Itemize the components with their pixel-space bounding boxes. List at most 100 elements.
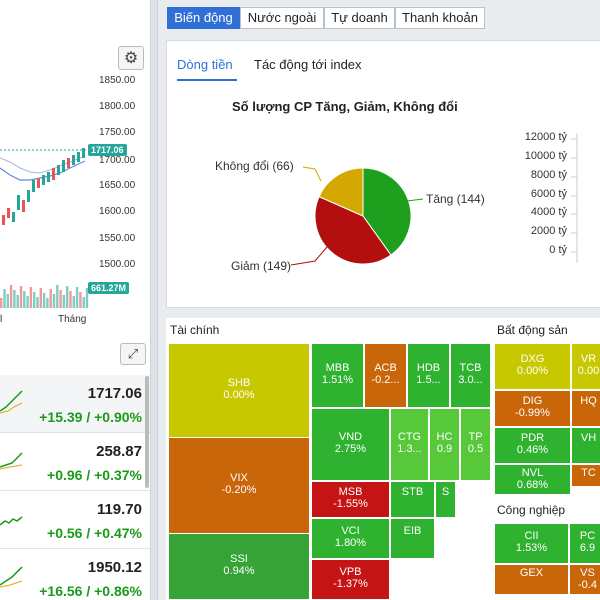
treemap-tile[interactable]: SSI 0.94% [169,534,310,600]
candle [47,172,50,182]
y-tick-label: 1750.00 [99,127,136,138]
bar-axis-ticks [571,133,578,263]
tile-ticker: NVL [521,467,544,479]
breadth-pie-chart[interactable] [167,41,497,309]
tile-ticker: MSB [338,486,363,498]
candle [37,178,40,188]
tile-ticker: CII [524,530,539,542]
index-row[interactable]: 119.70 +0.56 / +0.47% [0,491,150,549]
sparkline-icon [0,452,23,470]
index-value: 1717.06 [87,385,142,402]
treemap-tile[interactable]: S [436,482,456,518]
treemap-tile[interactable]: TCB 3.0... [451,344,491,408]
treemap-tile[interactable]: STB [391,482,435,518]
treemap-tile[interactable]: CII 1.53% [495,524,569,564]
y-tick-label: 1600.00 [99,206,136,217]
candle [2,215,5,225]
index-value: 1950.12 [87,559,142,576]
treemap-tile[interactable]: VIX -0.20% [169,438,310,534]
tile-change: -1.37% [333,578,368,590]
volume-bar [82,297,85,308]
treemap-tile[interactable]: VS -0.4 [570,565,600,595]
volume-bar [79,292,82,308]
tab-nuoc-ngoai[interactable]: Nước ngoài [240,7,324,29]
treemap-tile[interactable]: VH [572,428,600,464]
candle [52,168,55,180]
volume-bar [66,286,69,308]
tile-change: 2.75% [334,443,367,455]
tile-ticker: CTG [397,431,422,443]
index-candlestick-chart[interactable] [0,40,150,340]
volume-bar [52,294,56,308]
y-axis-label: 6000 tỷ [530,188,567,200]
treemap-tile[interactable]: VPB -1.37% [312,560,390,600]
tile-ticker: SHB [227,377,251,389]
volume-bar [6,294,9,308]
moving-average-line [0,155,86,174]
treemap-tile[interactable]: PDR 0.46% [495,428,571,464]
treemap-tile[interactable]: HDB 1.5... [408,344,450,408]
tile-change: -0.99% [515,407,550,419]
volume-bar [42,293,46,308]
tab-thanh-khoan[interactable]: Thanh khoản [395,7,485,29]
treemap-tile[interactable]: SHB 0.00% [169,344,310,438]
index-row[interactable]: 1717.06 +15.39 / +0.90% [0,375,150,433]
tile-ticker: VR [580,353,597,365]
treemap-tile[interactable]: GEX [495,565,569,595]
index-row[interactable]: 258.87 +0.96 / +0.37% [0,433,150,491]
treemap-tile[interactable]: CTG 1.3... [391,409,429,481]
tile-ticker: SSI [230,553,248,565]
volume-bar [16,295,19,308]
sector-label: Bất động sản [497,323,568,337]
panel-divider[interactable] [150,0,158,600]
index-change: +16.56 / +0.86% [39,583,142,599]
chart-settings-button[interactable]: ⚙ [118,46,144,70]
tile-change: 0.68% [516,479,549,491]
market-breadth-card: Dòng tiền Tác động tới index Số lượng CP… [166,40,600,308]
pie-slice-giam[interactable] [314,195,392,265]
treemap-tile[interactable]: DIG -0.99% [495,391,571,427]
tile-ticker: VH [580,432,597,444]
subtab-dong-tien[interactable]: Dòng tiền [177,57,233,72]
treemap-tile[interactable]: MBB 1.51% [312,344,364,408]
treemap-tile[interactable]: EIB [391,519,435,559]
sector-label: Tài chính [170,323,220,337]
volume-bar [23,291,26,308]
candle [62,160,65,172]
treemap-tile[interactable]: TP 0.5 [461,409,491,481]
treemap-tile[interactable]: VR 0.00 [572,344,600,390]
tile-change: 0.94% [223,565,255,577]
tile-ticker: TP [468,431,483,443]
treemap-tile[interactable]: PC 6.9 [570,524,600,564]
treemap-tile[interactable]: VCI 1.80% [312,519,390,559]
volume-bar [0,298,3,308]
pie-slice-khong-doi[interactable] [318,167,364,217]
treemap-tile[interactable]: MSB -1.55% [312,482,390,518]
treemap-tile[interactable]: TC [572,465,600,487]
tile-ticker: HC [436,431,453,443]
y-axis-label: 8000 tỷ [530,169,567,181]
y-tick-label: 1800.00 [99,101,136,112]
treemap-tile[interactable]: ACB -0.2... [365,344,407,408]
pie-title: Số lượng CP Tăng, Giảm, Không đổi [232,99,458,114]
treemap-tile[interactable]: HQ [572,391,600,427]
expand-button[interactable]: ⤢ [120,343,146,365]
treemap-tile[interactable]: NVL 0.68% [495,465,571,495]
tile-ticker: GEX [519,567,544,579]
treemap-tile[interactable]: VND 2.75% [312,409,390,481]
treemap-tile[interactable]: DXG 0.00% [495,344,571,390]
tile-ticker: VCI [341,525,360,537]
candle [67,158,70,168]
index-row[interactable]: 1950.12 +16.56 / +0.86% [0,549,150,600]
expand-icon: ⤢ [127,346,139,361]
tile-ticker: PC [579,530,596,542]
index-value: 258.87 [96,443,142,460]
tab-bien-dong[interactable]: Biến động [167,7,240,29]
scrollbar[interactable] [145,376,149,488]
pie-label: Không đổi (66) [215,159,294,173]
pie-slice-tang[interactable] [362,167,412,256]
tab-tu-doanh[interactable]: Tự doanh [324,7,395,29]
treemap-tile[interactable]: HC 0.9 [430,409,460,481]
subtab-tac-dong[interactable]: Tác động tới index [254,57,362,72]
tile-change: 0.46% [516,444,549,456]
